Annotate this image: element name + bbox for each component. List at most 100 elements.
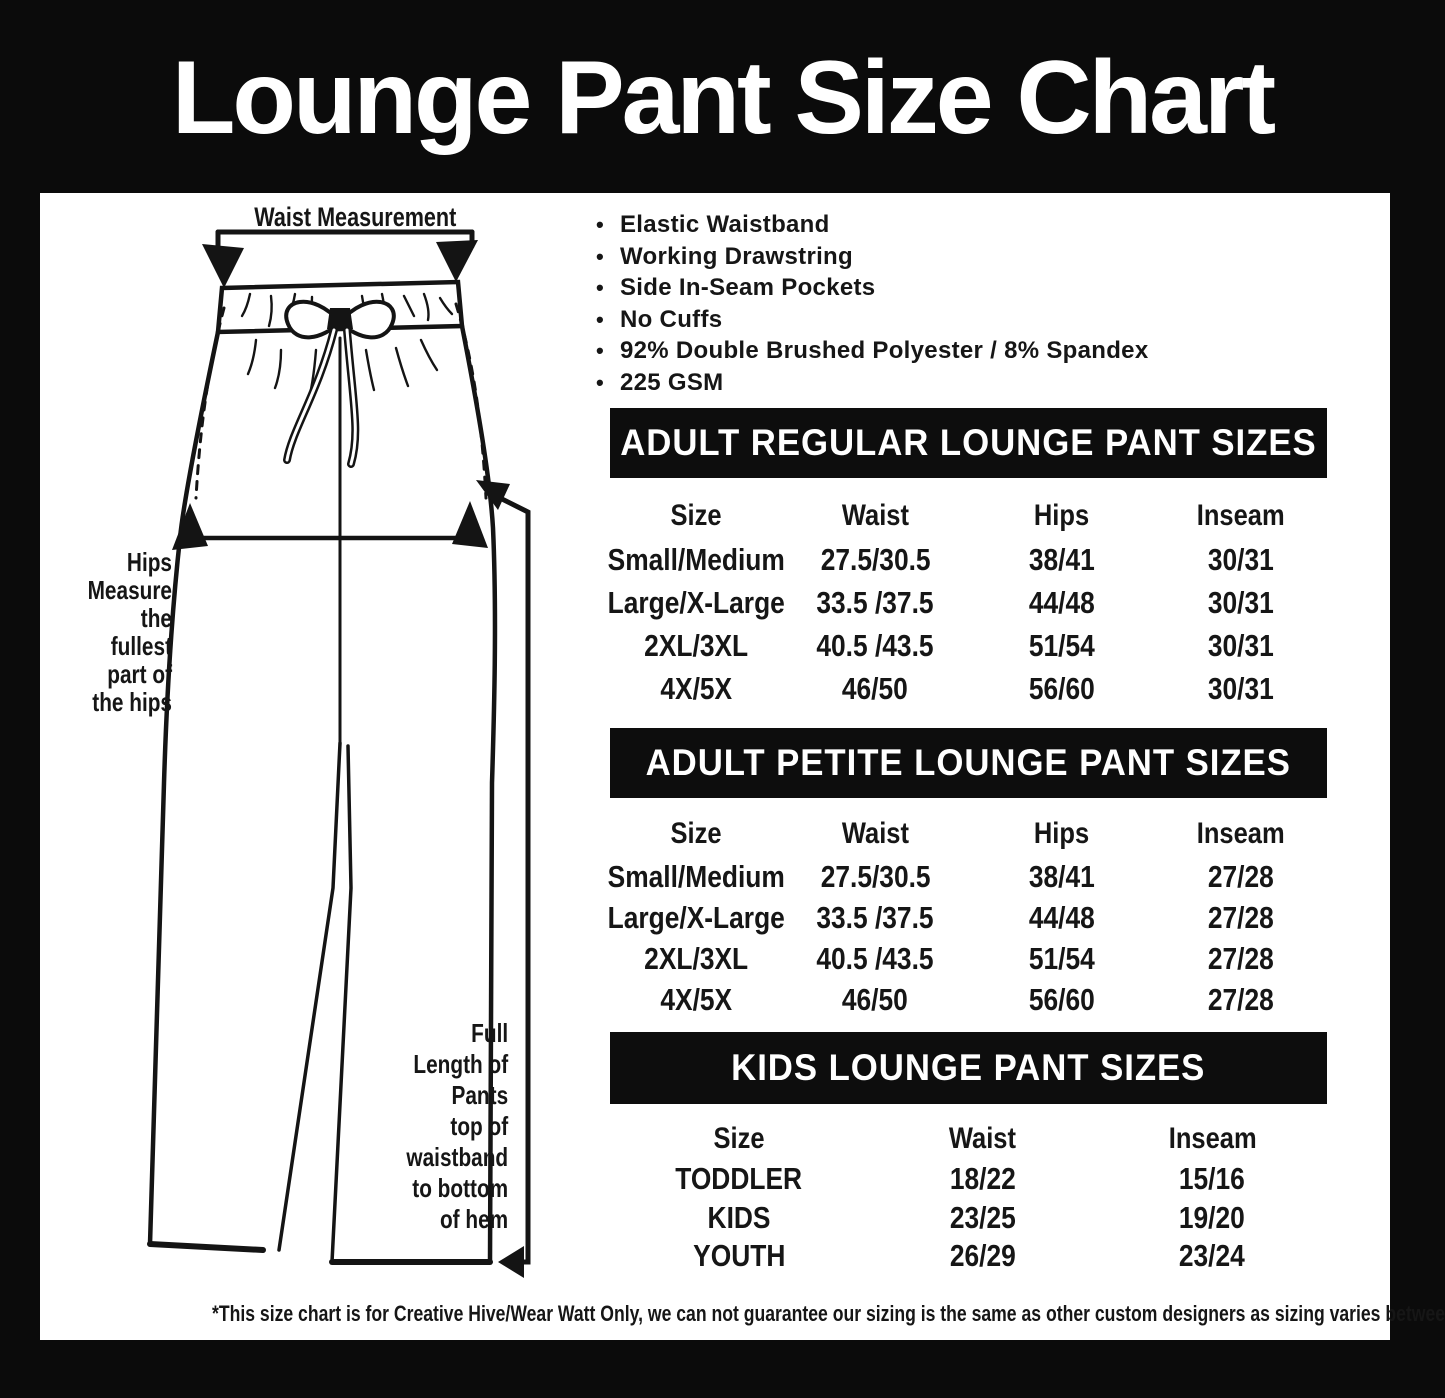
table-row: Large/X-Large 33.5 /37.5 44/48 27/28 [607, 897, 1327, 938]
cell-inseam: 30/31 [1207, 670, 1274, 706]
cell-size: Small/Medium [607, 858, 785, 894]
bullet-icon: • [596, 243, 605, 269]
section-header-adult-regular: ADULT REGULAR LOUNGE PANT SIZES [610, 408, 1327, 478]
table-header-row: Size Waist Hips Inseam [610, 493, 1327, 538]
bullet-icon: • [596, 306, 605, 332]
cell-waist: 46/50 [842, 670, 909, 706]
cell-size: 4X/5X [660, 981, 732, 1017]
table-row: Small/Medium 27.5/30.5 38/41 30/31 [607, 538, 1327, 581]
bullet-icon: • [596, 338, 605, 363]
bullet-icon: • [596, 275, 605, 300]
table-row: 2XL/3XL 40.5 /43.5 51/54 27/28 [610, 938, 1327, 979]
cell-waist: 27.5/30.5 [820, 858, 931, 894]
table-row: TODDLER 18/22 15/16 [610, 1160, 1327, 1199]
cell-inseam: 27/28 [1207, 858, 1274, 894]
cell-waist: 40.5 /43.5 [816, 940, 934, 976]
page-title: Lounge Pant Size Chart [171, 39, 1276, 156]
cell-waist: 27.5/30.5 [820, 541, 931, 577]
hips-arrow-right-icon [452, 501, 488, 548]
cell-inseam: 27/28 [1207, 899, 1274, 935]
adult-regular-table: Size Waist Hips Inseam Small/Medium 27.5… [607, 493, 1327, 710]
column-header: Size [670, 498, 722, 532]
cell-hips: 51/54 [1028, 940, 1095, 976]
cell-waist: 40.5 /43.5 [816, 627, 934, 663]
cell-hips: 44/48 [1028, 584, 1095, 620]
column-header: Size [713, 1122, 765, 1155]
table-row: KIDS 23/25 19/20 [610, 1199, 1327, 1238]
column-header: Waist [841, 816, 909, 850]
list-item: • Working Drawstring [596, 241, 1386, 273]
length-arrow-top-icon [476, 480, 510, 510]
cell-hips: 38/41 [1028, 858, 1095, 894]
column-header: Inseam [1168, 1122, 1257, 1155]
column-header: Inseam [1196, 816, 1285, 850]
cell-inseam: 19/20 [1179, 1199, 1246, 1235]
table-row: YOUTH 26/29 23/24 [610, 1237, 1327, 1276]
cell-inseam: 23/24 [1179, 1238, 1246, 1274]
cell-waist: 33.5 /37.5 [816, 899, 934, 935]
waist-measure-bracket [202, 229, 478, 288]
table-header-row: Size Waist Inseam [610, 1118, 1327, 1160]
waist-arrow-left-icon [202, 244, 244, 288]
list-item: • Side In-Seam Pockets [596, 272, 1386, 304]
full-length-label: Full Length of Pants top of waistband to… [406, 1018, 508, 1234]
length-arrow-bottom-icon [498, 1246, 524, 1278]
table-row: Large/X-Large 33.5 /37.5 44/48 30/31 [607, 581, 1327, 624]
cell-size: Large/X-Large [607, 899, 785, 935]
cell-waist: 23/25 [949, 1199, 1016, 1235]
full-length-measure-line [476, 480, 531, 1278]
content-panel: Waist Measurement Hips Measure the fulle… [40, 193, 1445, 1340]
feature-list: • Elastic Waistband • Working Drawstring •… [596, 209, 1386, 398]
cell-inseam: 15/16 [1179, 1161, 1246, 1197]
column-header: Waist [841, 498, 909, 532]
pants-measurement-diagram: Waist Measurement Hips Measure the fulle… [50, 198, 550, 1288]
cell-inseam: 27/28 [1207, 981, 1274, 1017]
cell-hips: 44/48 [1028, 899, 1095, 935]
cell-inseam: 30/31 [1207, 627, 1274, 663]
cell-size: 2XL/3XL [644, 940, 749, 976]
cell-inseam: 30/31 [1207, 584, 1274, 620]
disclaimer-footnote: *This size chart is for Creative Hive/We… [211, 1301, 1445, 1326]
column-header: Waist [949, 1122, 1017, 1155]
list-item: • No Cuffs [596, 304, 1386, 336]
cell-hips: 56/60 [1028, 981, 1095, 1017]
kids-table: Size Waist Inseam TODDLER 18/22 15/16 KI… [610, 1118, 1327, 1276]
cell-inseam: 27/28 [1207, 940, 1274, 976]
hips-measure-line [172, 501, 488, 550]
column-header: Inseam [1196, 498, 1285, 532]
cell-waist: 26/29 [949, 1238, 1016, 1274]
cell-waist: 33.5 /37.5 [816, 584, 934, 620]
cell-size: Small/Medium [607, 541, 785, 577]
cell-inseam: 30/31 [1207, 541, 1274, 577]
adult-petite-table: Size Waist Hips Inseam Small/Medium 27.5… [607, 811, 1327, 1020]
table-row: 4X/5X 46/50 56/60 30/31 [610, 667, 1327, 710]
waist-measurement-label: Waist Measurement [253, 202, 457, 232]
waist-arrow-right-icon [436, 240, 478, 282]
cell-waist: 46/50 [842, 981, 909, 1017]
table-row: 2XL/3XL 40.5 /43.5 51/54 30/31 [610, 624, 1327, 667]
column-header: Hips [1034, 498, 1090, 532]
section-header-kids: KIDS LOUNGE PANT SIZES [610, 1032, 1327, 1104]
bullet-icon: • [596, 369, 605, 395]
table-row: Small/Medium 27.5/30.5 38/41 27/28 [607, 856, 1327, 897]
cell-size: 2XL/3XL [644, 627, 749, 663]
cell-hips: 56/60 [1028, 670, 1095, 706]
hips-arrow-left-icon [172, 503, 208, 550]
bullet-icon: • [596, 212, 605, 237]
cell-size: KIDS [707, 1199, 771, 1235]
column-header: Hips [1034, 816, 1090, 850]
table-header-row: Size Waist Hips Inseam [610, 811, 1327, 856]
cell-hips: 51/54 [1028, 627, 1095, 663]
section-header-adult-petite: ADULT PETITE LOUNGE PANT SIZES [610, 728, 1327, 798]
cell-size: TODDLER [675, 1161, 803, 1197]
pants-line-art [147, 229, 531, 1278]
list-item: • Elastic Waistband [596, 209, 1386, 241]
list-item: • 92% Double Brushed Polyester / 8% Spand… [596, 335, 1386, 367]
hips-measurement-label: Hips Measure the fullest part of the hip… [87, 547, 172, 717]
cell-size: YOUTH [692, 1238, 786, 1274]
list-item: • 225 GSM [596, 367, 1386, 399]
column-header: Size [670, 816, 722, 850]
cell-size: 4X/5X [660, 670, 732, 706]
cell-hips: 38/41 [1028, 541, 1095, 577]
